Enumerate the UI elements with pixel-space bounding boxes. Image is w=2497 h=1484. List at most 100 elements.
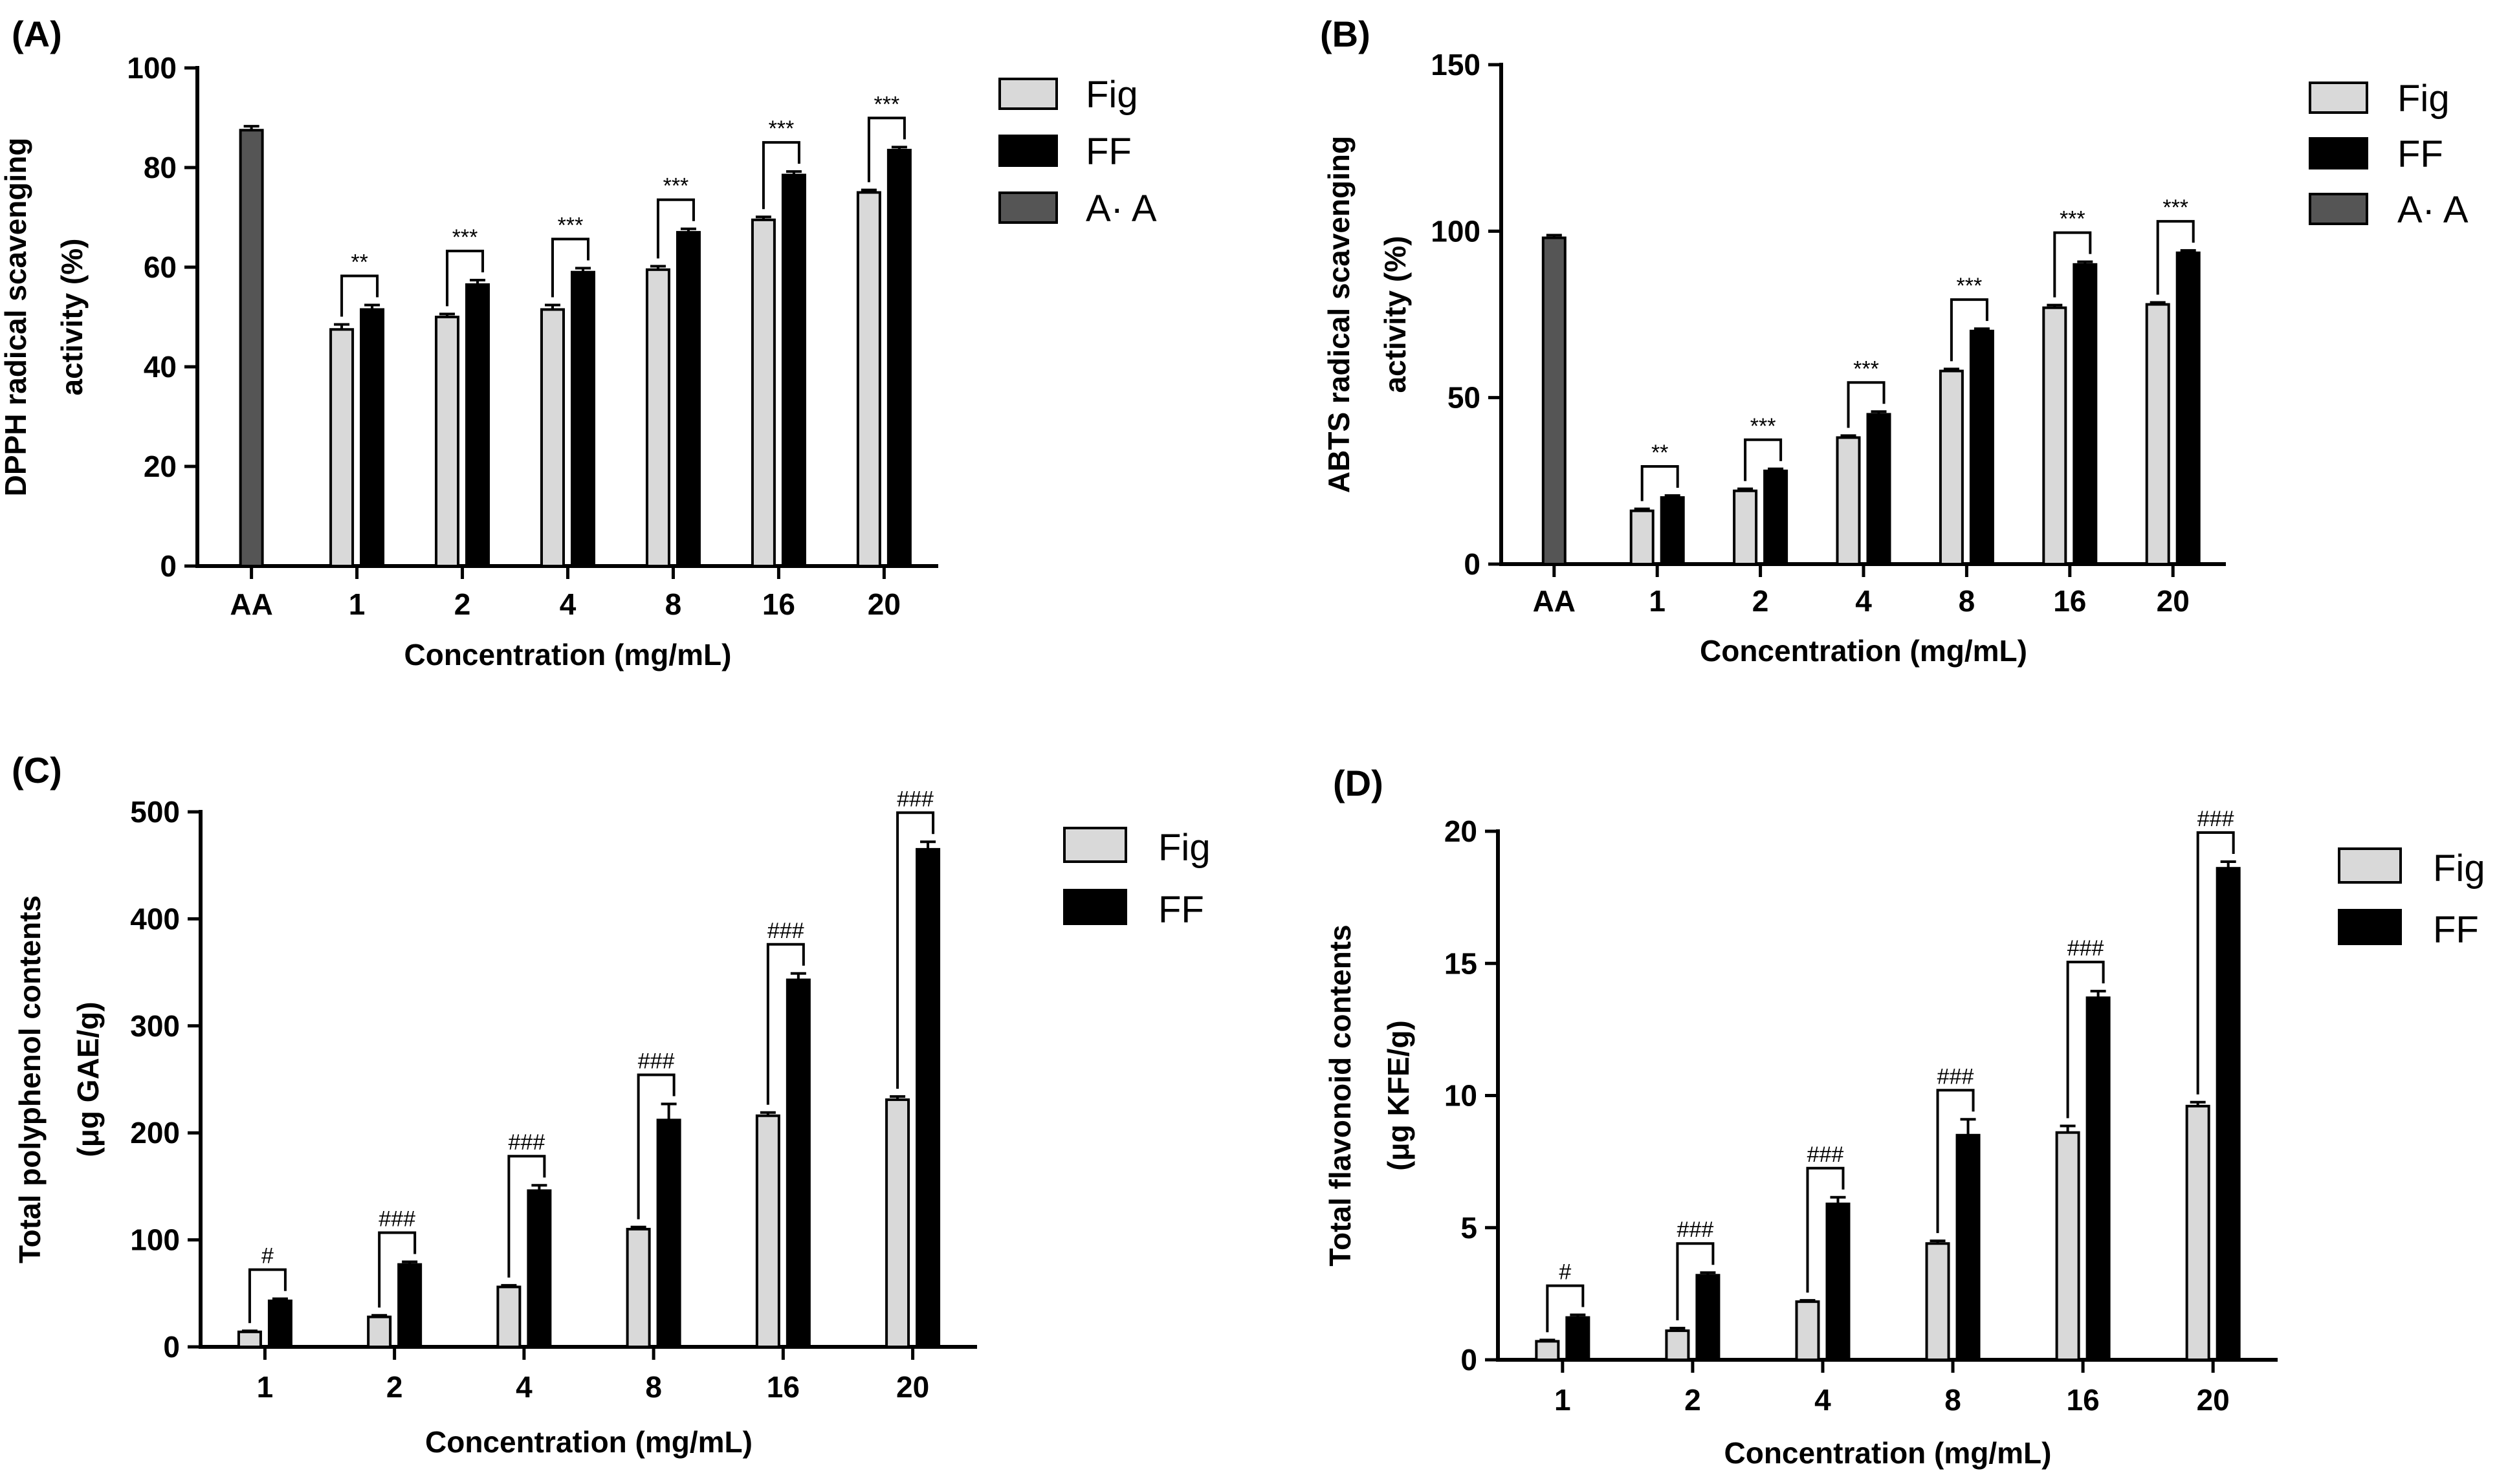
significance-label: ### — [1807, 1142, 1844, 1167]
x-tick-label: 8 — [1959, 584, 1975, 618]
bar-fig — [755, 1114, 780, 1348]
x-axis-title: Concentration (mg/mL) — [1700, 634, 2027, 668]
error-bar — [1664, 494, 1680, 498]
x-tick-label: AA — [1533, 584, 1576, 618]
legend-label: A· A — [2397, 189, 2469, 231]
y-axis-title-line2: activity (%) — [55, 239, 89, 396]
legend: Fig FF A· A — [998, 74, 1157, 230]
x-tick-label: 16 — [2053, 584, 2086, 618]
panel-label: (A) — [12, 14, 62, 54]
error-bar — [920, 840, 936, 849]
legend-label: FF — [1086, 131, 1132, 173]
error-bar — [2047, 303, 2063, 308]
significance-bracket — [1950, 298, 1988, 362]
x-tick-label: 4 — [560, 587, 577, 621]
bar-fig — [1836, 436, 1861, 566]
bar-ff — [1866, 413, 1891, 566]
y-axis-title-line1: ABTS radical scavenging — [1322, 136, 1356, 493]
bar-fig — [329, 328, 355, 567]
legend-swatch — [998, 191, 1058, 224]
error-bar — [2190, 1100, 2206, 1106]
bar-fig — [2055, 1131, 2080, 1361]
x-tick-label: 8 — [665, 587, 682, 621]
legend-swatch — [2338, 847, 2402, 884]
legend: Fig FF — [2338, 847, 2485, 951]
legend-swatch — [2309, 82, 2368, 114]
y-tick-label: 15 — [1444, 946, 1477, 980]
bar-fig — [496, 1285, 522, 1348]
x-tick-label: 1 — [349, 587, 366, 621]
error-bar — [545, 303, 560, 310]
bar-fig — [367, 1315, 392, 1348]
bar-ff — [916, 847, 941, 1348]
x-tick-label: 20 — [2197, 1383, 2230, 1417]
error-bar — [364, 303, 380, 310]
significance-bracket — [2066, 961, 2105, 1118]
significance-bracket — [1640, 464, 1679, 501]
y-tick-label: 100 — [130, 1223, 180, 1257]
bar-ff — [676, 231, 701, 568]
legend: Fig FF A· A — [2309, 78, 2469, 231]
bar-ff — [1660, 496, 1685, 565]
panel-label: (B) — [1320, 14, 1370, 54]
error-bar — [334, 323, 350, 330]
y-axis-title-line1: Total polyphenol contents — [13, 895, 47, 1263]
bar-fig — [435, 316, 460, 567]
legend-swatch — [1063, 889, 1127, 925]
legend-swatch — [998, 135, 1058, 167]
significance-label: *** — [452, 225, 478, 250]
bar-ff — [360, 308, 385, 567]
significance-bracket — [1546, 1284, 1585, 1333]
bar-ff — [2216, 867, 2241, 1361]
significance-bracket — [656, 198, 695, 259]
legend: Fig FF — [1063, 827, 1211, 931]
error-bar — [2060, 1124, 2076, 1133]
legend-label: Fig — [1086, 74, 1138, 116]
x-tick-label: 16 — [2067, 1383, 2100, 1417]
x-tick-label: 2 — [454, 587, 471, 621]
legend-label: Fig — [2433, 847, 2485, 889]
bar-ff — [465, 283, 490, 567]
bar-fig — [885, 1098, 910, 1349]
bar-ff — [1565, 1316, 1590, 1362]
x-tick-label: 4 — [1814, 1383, 1831, 1417]
bar-fig — [540, 308, 565, 567]
error-bar — [786, 170, 802, 175]
significance-bracket — [446, 250, 485, 307]
significance-label: ** — [1651, 441, 1668, 465]
y-tick-label: 60 — [144, 250, 177, 284]
error-bar — [1570, 1313, 1586, 1318]
y-tick-label: 150 — [1431, 48, 1480, 82]
significance-label: *** — [1750, 414, 1776, 439]
error-bar — [1546, 234, 1562, 238]
error-bar — [470, 279, 486, 285]
y-tick-label: 300 — [130, 1009, 180, 1043]
bar-fig — [2145, 303, 2170, 565]
y-tick-label: 20 — [144, 450, 177, 483]
error-bar — [1943, 367, 1959, 371]
y-axis-title-line2: (μg GAE/g) — [71, 1001, 105, 1157]
error-bar — [1840, 434, 1856, 438]
x-tick-label: 20 — [868, 587, 901, 621]
legend-swatch — [1063, 827, 1127, 863]
significance-label: *** — [1853, 356, 1879, 381]
x-axis-title: Concentration (mg/mL) — [425, 1425, 753, 1459]
error-bar — [1634, 507, 1650, 511]
error-bar — [2077, 260, 2093, 265]
significance-bracket — [551, 237, 589, 298]
error-bar — [1930, 1239, 1946, 1244]
y-tick-label: 80 — [144, 151, 177, 184]
significance-bracket — [2196, 831, 2235, 1095]
legend-label: A· A — [1086, 188, 1157, 230]
error-bar — [661, 1102, 677, 1120]
bar-ff — [527, 1189, 552, 1348]
error-bar — [501, 1283, 517, 1287]
error-bar — [790, 972, 806, 980]
error-bar — [630, 1225, 646, 1230]
significance-label: ** — [351, 250, 368, 275]
x-tick-label: 20 — [896, 1370, 929, 1404]
bar-fig — [751, 218, 776, 568]
error-bar — [2180, 249, 2196, 253]
bar-fig — [2042, 306, 2067, 565]
